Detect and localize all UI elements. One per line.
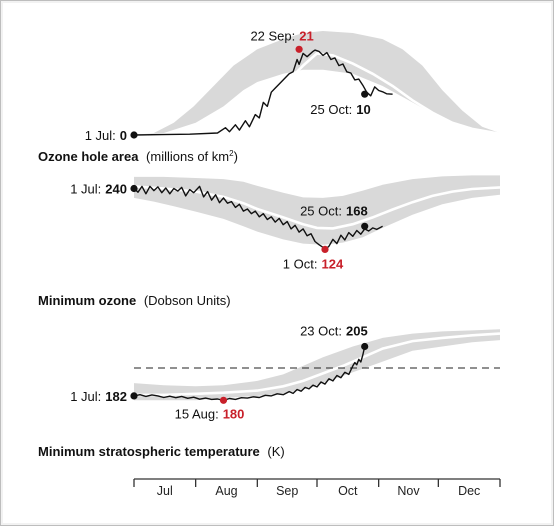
minimum-ozone-annotation-1: 1 Oct: 124 (283, 256, 344, 271)
minimum-ozone-marker-2 (361, 222, 369, 230)
ozone-hole-area-annotation-date-1: 22 Sep: (250, 28, 295, 43)
minimum-temperature-observed-line (133, 346, 366, 401)
ozone-hole-area-marker-2 (361, 90, 369, 98)
minimum-stratospheric-temperature-marker-1 (219, 396, 228, 404)
minimum-ozone-annotation-value-1: 124 (321, 256, 343, 271)
minimum-stratospheric-temperature-marker-2 (361, 342, 369, 351)
minimum-ozone-annotation-date-0: 1 Jul: (70, 182, 101, 197)
ozone-hole-area-annotation-0: 1 Jul: 0 (85, 128, 127, 143)
ozone-hole-area-annotation-date-2: 25 Oct: (310, 102, 352, 117)
ozone-hole-area-marker-1 (295, 45, 303, 53)
ozone-hole-area-marker-0 (130, 131, 138, 139)
ozone-hole-area-annotation-1: 22 Sep: 21 (250, 28, 313, 43)
minimum-stratospheric-temperature-annotation-value-0: 182 (105, 389, 127, 404)
ozone-hole-area-annotation-2: 25 Oct: 10 (310, 102, 370, 117)
month-axis: Jul Aug Sep Oct Nov Dec (133, 478, 501, 498)
minimum-ozone-marker-0 (130, 184, 138, 193)
minimum-ozone-annotation-value-0: 240 (105, 182, 127, 197)
minimum-ozone-observed-line (133, 185, 383, 251)
minimum-temperature-title: Minimum stratospheric temperature (K) (38, 444, 285, 459)
minimum-stratospheric-temperature-annotation-2: 23 Oct: 205 (300, 324, 368, 339)
minimum-ozone-average-line (133, 185, 501, 230)
minimum-stratospheric-temperature-annotation-date-2: 23 Oct: (300, 324, 342, 339)
minimum-ozone-marker-1 (321, 245, 329, 253)
minimum-ozone-annotation-value-2: 168 (346, 203, 368, 218)
minimum-ozone-panel: 1 Jul: 240 1 Oct: 124 25 Oct: 168 Minimum ozo… (38, 175, 501, 308)
minimum-temperature-panel: 1 Jul: 182 15 Aug: 180 23 Oct: 205 Minimum st… (38, 324, 501, 459)
month-label-aug: Aug (215, 484, 237, 498)
minimum-stratospheric-temperature-annotation-date-0: 1 Jul: (70, 389, 101, 404)
minimum-stratospheric-temperature-annotation-value-2: 205 (346, 324, 368, 339)
minimum-temperature-average-line (134, 332, 501, 397)
minimum-stratospheric-temperature-annotation-value-1: 180 (223, 406, 245, 421)
minimum-stratospheric-temperature-annotation-1: 15 Aug: 180 (175, 406, 245, 421)
ozone-hole-area-annotation-value-0: 0 (120, 128, 127, 143)
ozone-hole-area-range-band (134, 31, 500, 135)
ozone-hole-area-observed-line (133, 49, 393, 136)
ozone-hole-area-title: Ozone hole area (millions of km2) (38, 149, 238, 164)
minimum-ozone-annotation-date-2: 25 Oct: (300, 203, 342, 218)
minimum-ozone-annotation-2: 25 Oct: 168 (300, 203, 368, 218)
ozone-hole-area-annotation-date-0: 1 Jul: (85, 128, 116, 143)
minimum-ozone-annotation-0: 1 Jul: 240 (70, 182, 127, 197)
minimum-ozone-range-band (134, 175, 500, 245)
month-label-sep: Sep (276, 484, 298, 498)
minimum-ozone-annotation-date-1: 1 Oct: (283, 256, 318, 271)
minimum-stratospheric-temperature-annotation-0: 1 Jul: 182 (70, 389, 127, 404)
ozone-hole-area-annotation-value-2: 10 (356, 102, 370, 117)
ozone-hole-area-annotation-value-1: 21 (299, 28, 313, 43)
month-label-jul: Jul (157, 484, 173, 498)
minimum-ozone-title: Minimum ozone (Dobson Units) (38, 293, 231, 308)
ozone-hole-area-panel: 1 Jul: 0 22 Sep: 21 25 Oct: 10 Ozone hole are… (38, 28, 501, 164)
month-label-nov: Nov (397, 484, 420, 498)
month-label-dec: Dec (458, 484, 480, 498)
minimum-stratospheric-temperature-marker-0 (130, 392, 138, 400)
minimum-temperature-range-band (134, 329, 500, 401)
month-label-oct: Oct (338, 484, 358, 498)
minimum-stratospheric-temperature-annotation-date-1: 15 Aug: (175, 406, 219, 421)
